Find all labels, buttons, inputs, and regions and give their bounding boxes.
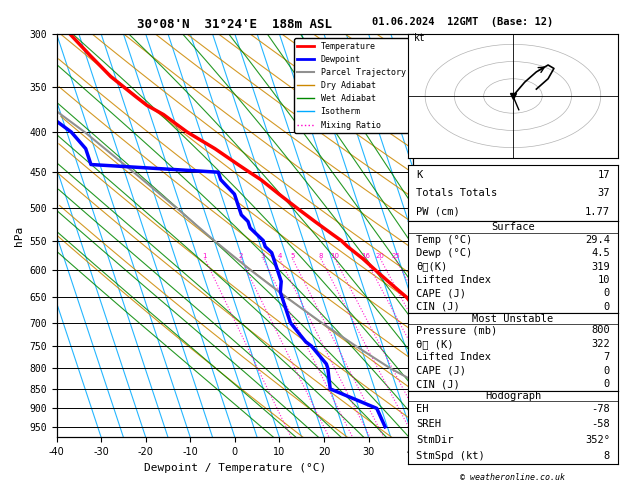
Text: 0: 0 — [604, 366, 610, 376]
Y-axis label: km
ASL: km ASL — [445, 236, 462, 257]
Text: θᴄ(K): θᴄ(K) — [416, 261, 447, 272]
Text: 352°: 352° — [585, 435, 610, 445]
Text: StmSpd (kt): StmSpd (kt) — [416, 451, 485, 461]
Text: 10: 10 — [598, 275, 610, 285]
Text: kt: kt — [413, 33, 425, 43]
Text: Totals Totals: Totals Totals — [416, 188, 498, 198]
Y-axis label: hPa: hPa — [14, 226, 24, 246]
Text: 800: 800 — [591, 325, 610, 335]
Text: CAPE (J): CAPE (J) — [416, 366, 466, 376]
Text: 5: 5 — [290, 253, 294, 259]
Text: Lifted Index: Lifted Index — [416, 275, 491, 285]
Text: θᴄ (K): θᴄ (K) — [416, 339, 454, 349]
Text: Pressure (mb): Pressure (mb) — [416, 325, 498, 335]
Title: 30°08'N  31°24'E  188m ASL: 30°08'N 31°24'E 188m ASL — [137, 18, 332, 32]
Text: Dewp (°C): Dewp (°C) — [416, 248, 472, 258]
Text: 0: 0 — [604, 302, 610, 312]
Text: 8: 8 — [319, 253, 323, 259]
Text: 1.77: 1.77 — [585, 207, 610, 217]
Text: CIN (J): CIN (J) — [416, 380, 460, 389]
Text: CAPE (J): CAPE (J) — [416, 288, 466, 298]
Text: Surface: Surface — [491, 222, 535, 232]
Text: 2: 2 — [238, 253, 243, 259]
Text: Mixing Ratio (g/kg): Mixing Ratio (g/kg) — [473, 188, 482, 283]
Text: -58: -58 — [591, 419, 610, 430]
Text: 1: 1 — [203, 253, 207, 259]
Text: Hodograph: Hodograph — [485, 391, 541, 401]
Text: Temp (°C): Temp (°C) — [416, 235, 472, 245]
Text: K: K — [416, 170, 422, 179]
Text: 17: 17 — [598, 170, 610, 179]
Text: 322: 322 — [591, 339, 610, 349]
Text: 01.06.2024  12GMT  (Base: 12): 01.06.2024 12GMT (Base: 12) — [372, 17, 553, 27]
Text: CIN (J): CIN (J) — [416, 302, 460, 312]
Text: 10: 10 — [330, 253, 340, 259]
X-axis label: Dewpoint / Temperature (°C): Dewpoint / Temperature (°C) — [144, 463, 326, 473]
Text: 4.5: 4.5 — [591, 248, 610, 258]
Text: 4: 4 — [277, 253, 282, 259]
Text: -78: -78 — [591, 404, 610, 414]
Text: 3: 3 — [261, 253, 265, 259]
Text: StmDir: StmDir — [416, 435, 454, 445]
Text: Most Unstable: Most Unstable — [472, 313, 554, 324]
Text: 20: 20 — [376, 253, 385, 259]
Text: 7: 7 — [604, 352, 610, 363]
Text: SREH: SREH — [416, 419, 441, 430]
Legend: Temperature, Dewpoint, Parcel Trajectory, Dry Adiabat, Wet Adiabat, Isotherm, Mi: Temperature, Dewpoint, Parcel Trajectory… — [294, 38, 409, 133]
Text: 0: 0 — [604, 288, 610, 298]
Text: Lifted Index: Lifted Index — [416, 352, 491, 363]
Text: 0: 0 — [604, 380, 610, 389]
Text: 16: 16 — [361, 253, 370, 259]
Text: 29.4: 29.4 — [585, 235, 610, 245]
Text: EH: EH — [416, 404, 428, 414]
Text: PW (cm): PW (cm) — [416, 207, 460, 217]
Text: © weatheronline.co.uk: © weatheronline.co.uk — [460, 473, 565, 482]
Text: 8: 8 — [604, 451, 610, 461]
Text: 37: 37 — [598, 188, 610, 198]
Text: 319: 319 — [591, 261, 610, 272]
Text: 25: 25 — [391, 253, 400, 259]
